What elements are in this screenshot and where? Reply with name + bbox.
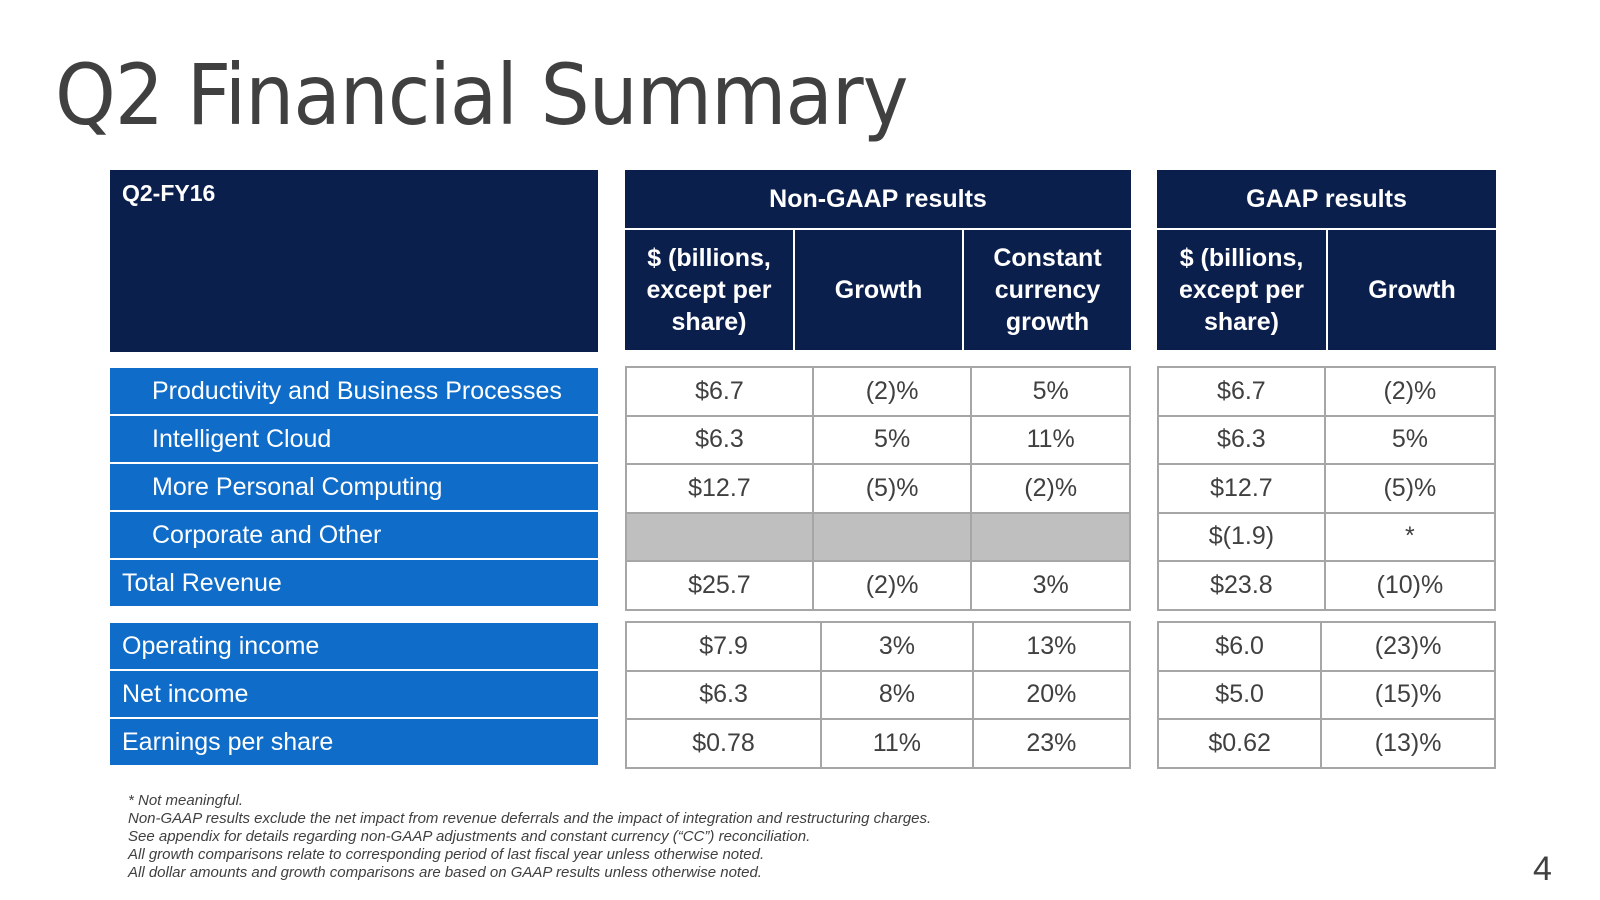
footnote: See appendix for details regarding non-G… bbox=[128, 828, 811, 845]
table-cell: 11% bbox=[820, 718, 974, 769]
table-cell: (2)% bbox=[970, 463, 1131, 514]
gaap-title: GAAP results bbox=[1246, 184, 1407, 213]
table-cell: (23)% bbox=[1320, 621, 1496, 672]
table-cell-empty bbox=[625, 511, 814, 562]
table-cell: $6.3 bbox=[625, 414, 814, 465]
table-row: $6.3 8% 20% bbox=[624, 669, 1132, 720]
table-row: $25.7 (2)% 3% bbox=[625, 560, 1131, 611]
table-cell: (2)% bbox=[811, 560, 973, 611]
table-cell: (5)% bbox=[811, 463, 973, 514]
table-row: $0.62 (13)% bbox=[1156, 718, 1496, 769]
non-gaap-col-cc-growth: Constant currency growth bbox=[962, 230, 1131, 350]
gaap-col-growth: Growth bbox=[1326, 230, 1496, 350]
table-row: $6.3 5% bbox=[1157, 414, 1497, 465]
gaap-revenue-table: $6.7 (2)% $6.3 5% $12.7 (5)% $(1.9) * $2… bbox=[1157, 366, 1497, 611]
row-label-eps: Earnings per share bbox=[110, 719, 598, 765]
table-cell: 8% bbox=[820, 669, 974, 720]
table-cell: $0.62 bbox=[1156, 718, 1323, 769]
non-gaap-revenue-table: $6.7 (2)% 5% $6.3 5% 11% $12.7 (5)% (2)%… bbox=[625, 366, 1131, 611]
table-cell: (15)% bbox=[1320, 669, 1496, 720]
table-cell: $12.7 bbox=[625, 463, 814, 514]
table-cell: 11% bbox=[970, 414, 1131, 465]
table-cell: $6.3 bbox=[624, 669, 823, 720]
table-cell: (10)% bbox=[1323, 560, 1497, 611]
gaap-income-table: $6.0 (23)% $5.0 (15)% $0.62 (13)% bbox=[1156, 621, 1496, 769]
table-cell: 5% bbox=[1323, 414, 1497, 465]
table-cell: $12.7 bbox=[1157, 463, 1326, 514]
table-cell: $(1.9) bbox=[1157, 511, 1326, 562]
row-label-intelligent-cloud: Intelligent Cloud bbox=[110, 416, 598, 462]
table-cell: 3% bbox=[820, 621, 974, 672]
table-cell: $25.7 bbox=[625, 560, 814, 611]
table-cell: (2)% bbox=[811, 366, 973, 417]
footnote: All dollar amounts and growth comparison… bbox=[128, 864, 762, 881]
row-label-corporate-other: Corporate and Other bbox=[110, 512, 598, 558]
footnote: Non-GAAP results exclude the net impact … bbox=[128, 810, 932, 827]
table-cell: $6.3 bbox=[1157, 414, 1326, 465]
non-gaap-col-growth: Growth bbox=[793, 230, 962, 350]
footnotes: * Not meaningful. Non-GAAP results exclu… bbox=[128, 792, 931, 882]
table-row: $5.0 (15)% bbox=[1156, 669, 1496, 720]
table-row: $6.0 (23)% bbox=[1156, 621, 1496, 672]
table-cell: 20% bbox=[971, 669, 1132, 720]
row-label-total-revenue: Total Revenue bbox=[110, 560, 598, 606]
table-row: $6.7 (2)% 5% bbox=[625, 366, 1131, 417]
table-cell: 3% bbox=[970, 560, 1131, 611]
table-cell: 5% bbox=[811, 414, 973, 465]
table-cell: 23% bbox=[971, 718, 1132, 769]
table-row: $0.78 11% 23% bbox=[624, 718, 1132, 769]
table-row bbox=[625, 511, 1131, 562]
table-cell: $6.0 bbox=[1156, 621, 1323, 672]
table-row: $23.8 (10)% bbox=[1157, 560, 1497, 611]
table-cell: 13% bbox=[971, 621, 1132, 672]
non-gaap-header: Non-GAAP results $ (billions, except per… bbox=[625, 170, 1131, 350]
table-cell: $23.8 bbox=[1157, 560, 1326, 611]
table-cell-empty bbox=[970, 511, 1131, 562]
non-gaap-title: Non-GAAP results bbox=[769, 184, 987, 213]
table-cell: $7.9 bbox=[624, 621, 823, 672]
table-row: $6.7 (2)% bbox=[1157, 366, 1497, 417]
page-number: 4 bbox=[1533, 850, 1552, 888]
table-cell: (2)% bbox=[1323, 366, 1497, 417]
table-row: $7.9 3% 13% bbox=[624, 621, 1132, 672]
non-gaap-col-amount: $ (billions, except per share) bbox=[646, 244, 772, 336]
page-title: Q2 Financial Summary bbox=[55, 46, 909, 144]
period-label: Q2-FY16 bbox=[122, 180, 216, 206]
table-row: $(1.9) * bbox=[1157, 511, 1497, 562]
table-row: $12.7 (5)% bbox=[1157, 463, 1497, 514]
row-label-operating-income: Operating income bbox=[110, 623, 598, 669]
row-label-net-income: Net income bbox=[110, 671, 598, 717]
gaap-col-amount: $ (billions, except per share) bbox=[1178, 244, 1305, 336]
table-cell: $6.7 bbox=[1157, 366, 1326, 417]
non-gaap-income-table: $7.9 3% 13% $6.3 8% 20% $0.78 11% 23% bbox=[624, 621, 1132, 769]
table-cell: (5)% bbox=[1323, 463, 1497, 514]
table-row: $6.3 5% 11% bbox=[625, 414, 1131, 465]
footnote: All growth comparisons relate to corresp… bbox=[128, 846, 765, 863]
table-cell: $0.78 bbox=[624, 718, 823, 769]
table-cell: (13)% bbox=[1320, 718, 1496, 769]
row-label-personal-computing: More Personal Computing bbox=[110, 464, 598, 510]
table-row: $12.7 (5)% (2)% bbox=[625, 463, 1131, 514]
row-label-productivity: Productivity and Business Processes bbox=[110, 368, 598, 414]
table-cell: $5.0 bbox=[1156, 669, 1323, 720]
gaap-header: GAAP results $ (billions, except per sha… bbox=[1157, 170, 1496, 350]
table-cell: * bbox=[1323, 511, 1497, 562]
table-cell: 5% bbox=[970, 366, 1131, 417]
table-cell: $6.7 bbox=[625, 366, 814, 417]
footnote: * Not meaningful. bbox=[128, 792, 244, 809]
table-cell-empty bbox=[811, 511, 973, 562]
period-header: Q2-FY16 bbox=[110, 170, 598, 352]
